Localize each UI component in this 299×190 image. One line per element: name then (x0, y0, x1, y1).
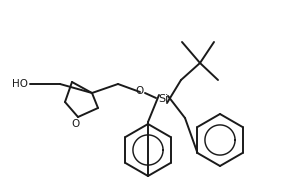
Text: O: O (136, 86, 144, 96)
Text: HO: HO (12, 79, 28, 89)
Text: Si: Si (158, 94, 168, 104)
Text: O: O (72, 119, 80, 129)
